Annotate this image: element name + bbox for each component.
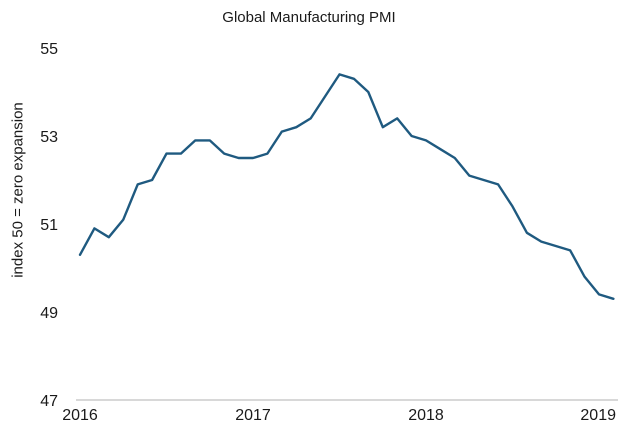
x-tick-label: 2017	[235, 407, 271, 424]
x-tick-label: 2018	[408, 407, 444, 424]
x-tick-label: 2016	[62, 407, 98, 424]
y-tick-label: 55	[40, 41, 58, 58]
chart-title: Global Manufacturing PMI	[222, 9, 396, 26]
y-tick-label: 47	[40, 393, 58, 410]
series-line	[78, 73, 615, 300]
y-axis-ticks: 47 49 51 53 55	[40, 41, 58, 410]
y-tick-label: 53	[40, 129, 58, 146]
x-tick-label: 2019	[580, 407, 616, 424]
y-tick-label: 49	[40, 305, 58, 322]
y-tick-label: 51	[40, 217, 58, 234]
x-axis-ticks: 2016 2017 2018 2019	[62, 407, 616, 424]
